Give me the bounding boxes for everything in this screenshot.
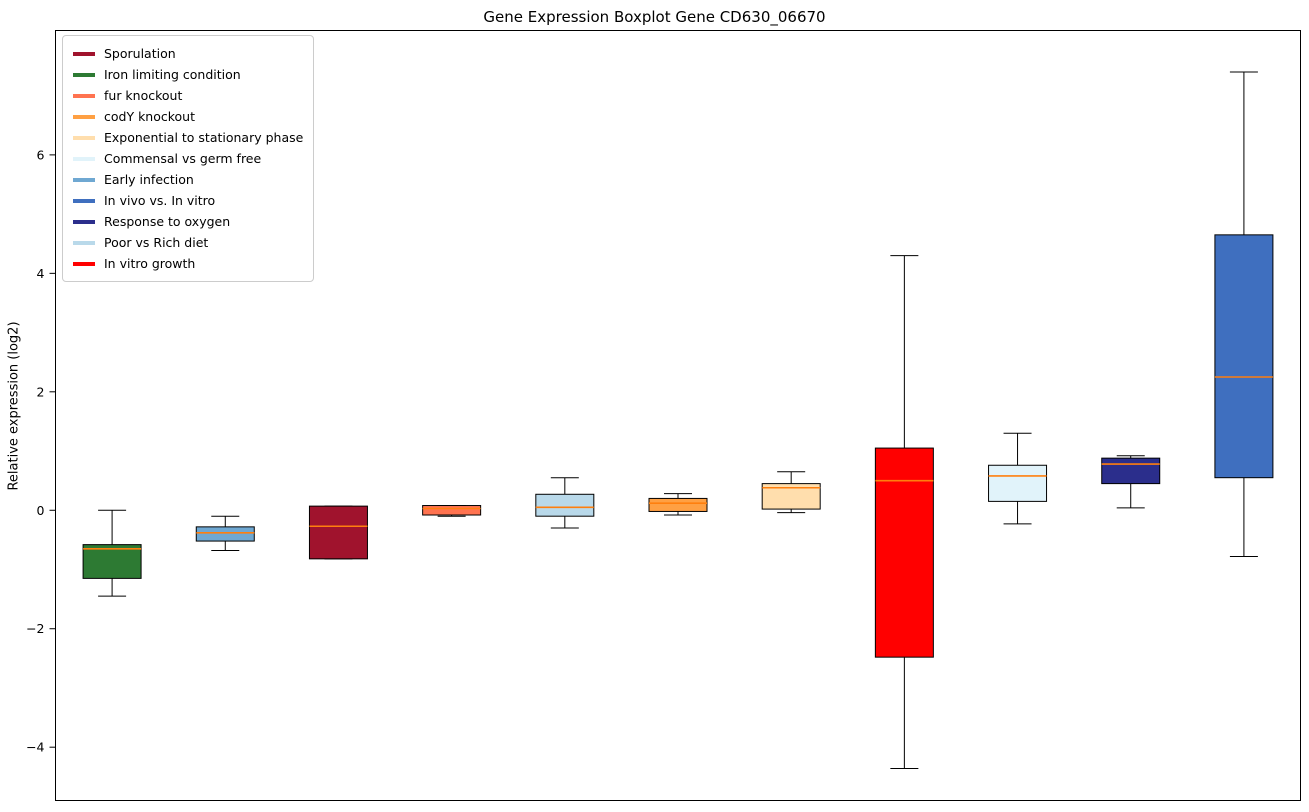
legend-item-in-vitro-growth: In vitro growth xyxy=(73,253,303,274)
legend-swatch xyxy=(73,198,95,203)
legend-label: Poor vs Rich diet xyxy=(104,235,209,250)
y-axis-ticks: −4 −2 0 2 4 6 xyxy=(26,147,56,755)
box-sporulation xyxy=(308,505,368,560)
legend-swatch xyxy=(73,240,95,245)
box-fur-knockout xyxy=(422,505,482,517)
legend-label: Sporulation xyxy=(104,46,176,61)
box-iron-limiting-condition xyxy=(82,509,142,597)
box-response-to-oxygen xyxy=(1101,455,1161,509)
box-body xyxy=(1214,234,1274,479)
y-tick-label: 4 xyxy=(37,266,45,281)
y-tick-label: −2 xyxy=(26,621,44,636)
box-body xyxy=(422,505,482,516)
legend-item-sporulation: Sporulation xyxy=(73,43,303,64)
legend-swatch xyxy=(73,156,95,161)
legend-item-exponential-to-stationary-phase: Exponential to stationary phase xyxy=(73,127,303,148)
box-body xyxy=(988,464,1048,502)
box-body xyxy=(195,526,255,542)
legend-label: Early infection xyxy=(104,172,194,187)
chart-title: Gene Expression Boxplot Gene CD630_06670 xyxy=(483,8,826,26)
y-tick-label: 0 xyxy=(37,503,45,518)
legend-item-iron-limiting-condition: Iron limiting condition xyxy=(73,64,303,85)
legend-item-fur-knockout: fur knockout xyxy=(73,85,303,106)
legend-swatch xyxy=(73,93,95,98)
plot-frame xyxy=(55,30,1301,801)
box-cody-knockout xyxy=(648,493,708,516)
box-in-vitro-growth xyxy=(874,255,934,770)
y-tick-label: 2 xyxy=(37,384,45,399)
box-in-vivo-vs-in-vitro xyxy=(1214,71,1274,557)
legend-swatch xyxy=(73,114,95,119)
legend-item-response-to-oxygen: Response to oxygen xyxy=(73,211,303,232)
box-body xyxy=(1101,457,1161,485)
box-commensal-vs-germ-free xyxy=(988,432,1048,525)
legend-swatch xyxy=(73,72,95,77)
box-early-infection xyxy=(195,515,255,552)
legend-label: Commensal vs germ free xyxy=(104,151,262,166)
legend-label: In vivo vs. In vitro xyxy=(104,193,216,208)
y-tick-label: 6 xyxy=(37,147,45,162)
box-body xyxy=(535,493,595,517)
legend-swatch xyxy=(73,135,95,140)
legend-label: Exponential to stationary phase xyxy=(104,130,304,145)
box-poor-vs-rich-diet xyxy=(535,477,595,529)
box-exponential-to-stationary-phase xyxy=(761,471,821,514)
legend-item-commensal-vs-germ-free: Commensal vs germ free xyxy=(73,148,303,169)
legend-item-cody-knockout: codY knockout xyxy=(73,106,303,127)
legend-swatch xyxy=(73,219,95,224)
legend: Sporulation Iron limiting condition fur kn… xyxy=(62,35,315,282)
box-body xyxy=(874,447,934,658)
legend-item-early-infection: Early infection xyxy=(73,169,303,190)
legend-label: codY knockout xyxy=(104,109,196,124)
box-body xyxy=(82,544,142,579)
legend-swatch xyxy=(73,261,95,266)
legend-item-poor-vs-rich-diet: Poor vs Rich diet xyxy=(73,232,303,253)
legend-label: In vitro growth xyxy=(104,256,196,271)
box-body xyxy=(648,497,708,512)
legend-swatch xyxy=(73,177,95,182)
legend-item-in-vivo-vs-in-vitro: In vivo vs. In vitro xyxy=(73,190,303,211)
box-body xyxy=(308,505,368,560)
legend-label: Iron limiting condition xyxy=(104,67,241,82)
y-tick-label: −4 xyxy=(26,740,44,755)
legend-swatch xyxy=(73,51,95,56)
legend-label: Response to oxygen xyxy=(104,214,231,229)
legend-label: fur knockout xyxy=(104,88,183,103)
